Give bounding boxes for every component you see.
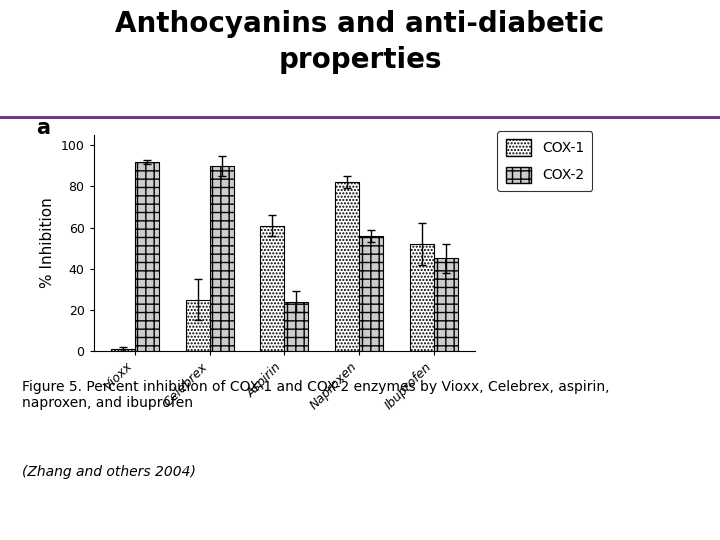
Text: (Zhang and others 2004): (Zhang and others 2004) [22, 465, 195, 479]
Bar [261, 226, 284, 351]
Bar [186, 300, 210, 351]
Bar [111, 349, 135, 351]
Bar [284, 302, 308, 351]
Bar [434, 259, 458, 351]
Bar [210, 166, 233, 351]
Text: Anthocyanins and anti-diabetic
properties: Anthocyanins and anti-diabetic propertie… [115, 10, 605, 75]
Text: a: a [37, 118, 50, 138]
Bar [336, 183, 359, 351]
Bar [359, 236, 383, 351]
Bar [135, 162, 159, 351]
Bar [410, 244, 434, 351]
Text: Figure 5. Percent inhibition of COX-1 and COX-2 enzymes by Vioxx, Celebrex, aspi: Figure 5. Percent inhibition of COX-1 an… [22, 380, 609, 410]
Y-axis label: % Inhibition: % Inhibition [40, 198, 55, 288]
Legend: COX-1, COX-2: COX-1, COX-2 [498, 131, 593, 191]
